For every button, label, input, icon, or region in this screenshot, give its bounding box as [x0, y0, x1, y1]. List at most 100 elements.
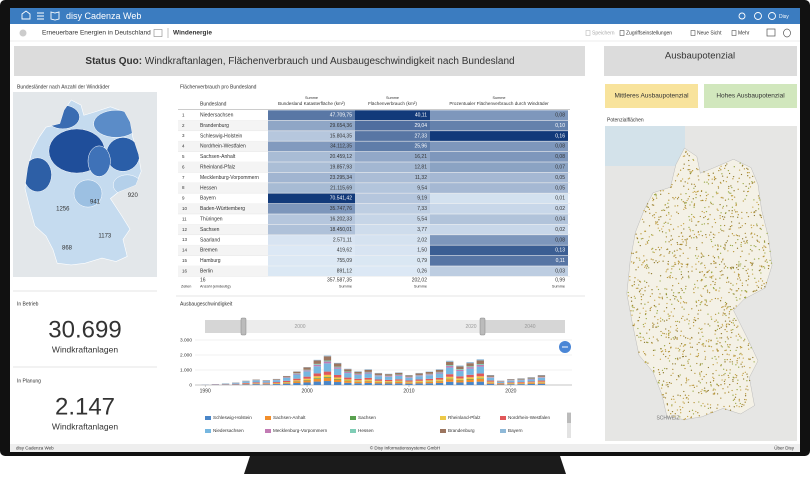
potential-area [696, 305, 697, 306]
potential-area [722, 175, 723, 176]
legend-swatch[interactable] [500, 429, 506, 433]
potential-area [710, 340, 711, 341]
bar-segment [365, 373, 372, 374]
potential-area [675, 329, 676, 330]
potential-area [681, 318, 682, 319]
legend-swatch[interactable] [350, 429, 356, 433]
legend-swatch[interactable] [350, 416, 356, 420]
potential-area [645, 311, 646, 312]
legend-swatch[interactable] [440, 416, 446, 420]
potential-area [728, 170, 729, 171]
potential-area [694, 217, 695, 218]
legend-label[interactable]: Sachsen-Anhalt [273, 415, 306, 420]
potential-area [656, 197, 657, 198]
potential-area [683, 308, 684, 309]
potential-area [748, 345, 749, 346]
potential-area [733, 293, 734, 294]
potential-area [687, 238, 688, 239]
potential-area [684, 155, 685, 156]
footer-link[interactable]: Über Disy [774, 445, 795, 451]
potential-area [707, 390, 708, 391]
potential-area [689, 178, 690, 179]
legend-swatch[interactable] [265, 416, 271, 420]
potential-area [655, 194, 656, 195]
legend-label[interactable]: Bayern [508, 428, 523, 433]
legend-label[interactable]: Rheinland-Pfalz [448, 415, 481, 420]
action-label[interactable]: Neue Sicht [697, 30, 722, 36]
potential-area [734, 209, 735, 210]
range-selection[interactable] [244, 320, 482, 333]
potential-area [676, 211, 677, 212]
potential-area [684, 202, 685, 203]
legend-swatch[interactable] [205, 416, 211, 420]
user-name[interactable]: Disy [779, 14, 789, 20]
bar-segment [334, 377, 341, 379]
legend-swatch[interactable] [500, 416, 506, 420]
potential-area [713, 388, 714, 389]
potential-area [679, 357, 680, 358]
column-header[interactable]: Bundesland [200, 101, 227, 107]
potential-area [728, 235, 729, 236]
cell-shade [430, 162, 568, 172]
potential-area [682, 356, 683, 357]
column-header[interactable]: Prozentualer Flächenverbrauch durch Wind… [449, 101, 549, 106]
potential-area [714, 219, 715, 220]
range-handle[interactable] [241, 318, 246, 335]
potential-area [730, 245, 731, 246]
potential-area [736, 375, 737, 376]
action-label[interactable]: Mehr [738, 30, 750, 36]
bar-segment [415, 383, 422, 385]
legend-label[interactable]: Hessen [358, 428, 374, 433]
action-label[interactable]: Speichern [592, 30, 615, 36]
potential-area [749, 177, 750, 178]
legend-swatch[interactable] [205, 429, 211, 433]
bar-segment [538, 377, 545, 378]
bar-segment [507, 381, 514, 383]
workbook-icon[interactable] [20, 30, 27, 37]
column-header[interactable]: Bundesland Katasterfläche (km²) [278, 101, 345, 106]
bar-segment [405, 378, 412, 381]
title-lead: Status Quo: [85, 56, 142, 67]
potential-area [688, 189, 689, 190]
potential-area [649, 225, 650, 226]
breadcrumb[interactable]: Erneuerbare Energien in Deutschland [42, 30, 151, 37]
bar-segment [528, 378, 535, 379]
legend-scroll-thumb[interactable] [567, 413, 571, 423]
legend-label[interactable]: Mecklenburg-Vorpommern [273, 428, 328, 433]
legend-label[interactable]: Sachsen [358, 415, 376, 420]
potential-area [682, 407, 683, 408]
potential-area [722, 259, 723, 260]
potential-area [659, 293, 660, 294]
legend-swatch[interactable] [440, 429, 446, 433]
potential-area [689, 171, 690, 172]
action-label[interactable]: Zugriffseinstellungen [626, 30, 672, 36]
potential-area [628, 295, 629, 296]
legend-label[interactable]: Niedersachsen [213, 428, 244, 433]
potential-area [661, 228, 662, 229]
range-handle[interactable] [480, 318, 485, 335]
potential-area [706, 211, 707, 212]
potential-area [736, 283, 737, 284]
potential-area [682, 316, 683, 317]
bar-segment [415, 373, 422, 375]
potential-area [728, 186, 729, 187]
potential-area [732, 233, 733, 234]
potential-area [684, 203, 685, 204]
potential-area [678, 348, 679, 349]
legend-label[interactable]: Schleswig-Holstein [213, 415, 252, 420]
legend-swatch[interactable] [265, 429, 271, 433]
legend-label[interactable]: Nordrhein-Westfalen [508, 415, 550, 420]
cell-name: Berlin [200, 269, 213, 275]
column-header[interactable]: Flächenverbrauch (km²) [368, 101, 417, 106]
bar-segment [538, 381, 545, 382]
potential-area [716, 192, 717, 193]
view-name[interactable]: Windenergie [173, 30, 212, 37]
potential-area [751, 181, 752, 182]
potential-area [735, 211, 736, 212]
potential-area [701, 371, 702, 372]
legend-label[interactable]: Brandenburg [448, 428, 475, 433]
bar-segment [354, 383, 361, 385]
region [88, 146, 110, 177]
potential-area [694, 234, 695, 235]
potential-area [706, 195, 707, 196]
